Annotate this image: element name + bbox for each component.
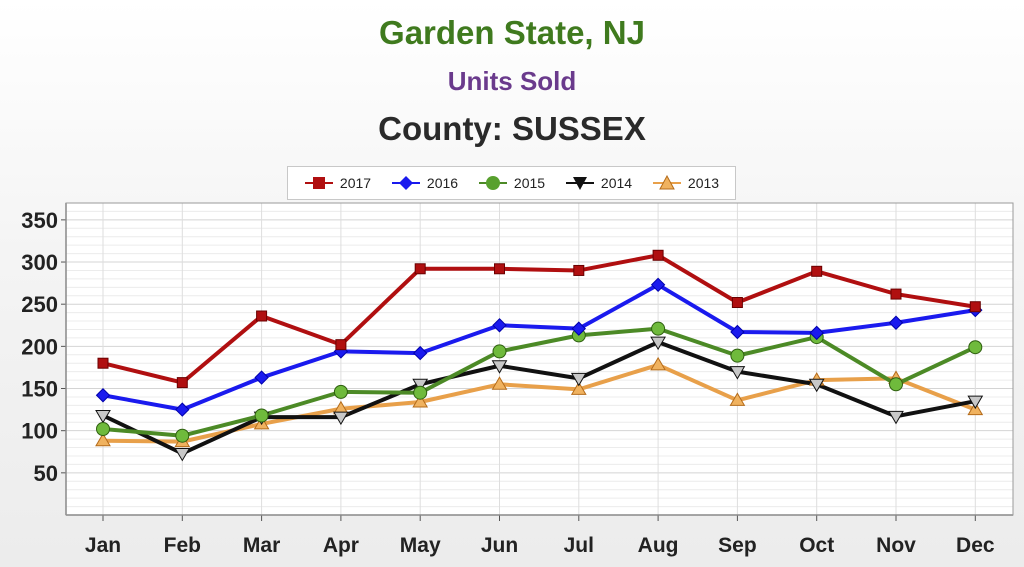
data-point-2017 bbox=[969, 301, 981, 313]
data-point-2014 bbox=[650, 336, 666, 351]
data-point-2016 bbox=[412, 345, 428, 361]
data-point-2014 bbox=[808, 378, 825, 393]
y-tick-label: 150 bbox=[21, 377, 58, 402]
data-point-2017 bbox=[494, 263, 505, 275]
data-point-2014 bbox=[95, 409, 111, 424]
data-point-2016 bbox=[492, 318, 507, 333]
legend-label: 2013 bbox=[687, 175, 720, 191]
series-line-2016 bbox=[102, 282, 976, 412]
legend-label: 2014 bbox=[600, 175, 633, 191]
legend-label: 2017 bbox=[339, 175, 372, 191]
legend-item-2017: 2017 bbox=[304, 175, 371, 191]
data-point-2015 bbox=[889, 377, 903, 392]
data-point-2016 bbox=[650, 277, 666, 293]
y-tick-label: 100 bbox=[21, 419, 58, 444]
data-point-2017 bbox=[256, 310, 268, 322]
data-point-2014 bbox=[729, 366, 746, 380]
legend-marker-icon bbox=[304, 177, 333, 189]
data-point-2016 bbox=[809, 325, 824, 341]
data-point-2013 bbox=[729, 392, 746, 406]
data-point-2014 bbox=[412, 378, 429, 393]
data-point-2015 bbox=[333, 384, 348, 399]
data-point-2015 bbox=[968, 340, 983, 355]
chart-subtitle: Units Sold bbox=[447, 66, 577, 96]
x-tick-label: Mar bbox=[243, 534, 280, 557]
data-point-2014 bbox=[888, 410, 904, 425]
data-point-2014 bbox=[174, 447, 191, 462]
legend-marker-icon bbox=[478, 176, 507, 190]
x-tick-label: Sep bbox=[718, 534, 757, 557]
legend-item-2015: 2015 bbox=[478, 175, 545, 191]
series-line-2013 bbox=[102, 362, 977, 444]
legend-item-2014: 2014 bbox=[565, 175, 632, 191]
series-line-2015 bbox=[102, 326, 977, 438]
data-point-2017 bbox=[890, 288, 902, 300]
data-point-2013 bbox=[412, 394, 429, 408]
data-point-2013 bbox=[95, 432, 111, 447]
legend-label: 2015 bbox=[513, 175, 546, 191]
data-point-2017 bbox=[811, 265, 823, 277]
data-point-2017 bbox=[335, 339, 347, 351]
data-point-2017 bbox=[652, 249, 664, 261]
legend-marker-icon bbox=[391, 176, 420, 190]
x-tick-label: Jul bbox=[564, 534, 594, 557]
data-point-2016 bbox=[571, 321, 587, 336]
data-point-2015 bbox=[175, 428, 190, 443]
data-point-2015 bbox=[492, 344, 507, 359]
data-point-2013 bbox=[491, 376, 508, 390]
x-tick-label: Dec bbox=[956, 534, 995, 557]
legend-item-2013: 2013 bbox=[652, 175, 719, 191]
series-line-2014 bbox=[102, 340, 976, 456]
x-tick-label: Jan bbox=[85, 534, 121, 557]
data-point-2013 bbox=[650, 356, 666, 371]
data-point-2014 bbox=[333, 411, 349, 426]
x-tick-label: Apr bbox=[323, 534, 359, 557]
y-tick-label: 200 bbox=[21, 334, 58, 359]
legend-marker-icon bbox=[652, 175, 681, 190]
data-point-2014 bbox=[491, 360, 508, 374]
data-point-2013 bbox=[570, 381, 587, 395]
data-point-2017 bbox=[573, 264, 585, 276]
x-tick-label: Oct bbox=[799, 534, 834, 557]
chart-county-title: County: SUSSEX bbox=[378, 110, 646, 147]
data-point-2016 bbox=[888, 315, 904, 330]
data-point-2017 bbox=[731, 297, 743, 309]
legend-label: 2016 bbox=[426, 175, 459, 191]
x-tick-label: May bbox=[400, 534, 441, 557]
data-point-2017 bbox=[176, 377, 188, 389]
data-point-2015 bbox=[730, 348, 745, 363]
data-point-2014 bbox=[570, 372, 587, 387]
chart-title: Garden State, NJ bbox=[379, 14, 645, 51]
plot-border bbox=[65, 202, 1014, 516]
y-tick-label: 50 bbox=[34, 461, 58, 486]
x-tick-label: Aug bbox=[638, 534, 679, 557]
y-tick-label: 300 bbox=[21, 250, 58, 275]
data-point-2016 bbox=[95, 388, 111, 403]
legend: 2017 2016 2015 2014 2013 bbox=[287, 166, 736, 200]
data-point-2016 bbox=[730, 324, 745, 340]
x-tick-label: Feb bbox=[164, 534, 201, 557]
data-point-2015 bbox=[254, 408, 269, 423]
series-line-2017 bbox=[102, 253, 976, 385]
legend-item-2016: 2016 bbox=[391, 175, 458, 191]
data-point-2014 bbox=[967, 395, 984, 410]
data-point-2016 bbox=[175, 402, 190, 417]
data-point-2015 bbox=[651, 321, 666, 336]
x-tick-label: Jun bbox=[481, 534, 518, 557]
y-tick-label: 350 bbox=[21, 208, 58, 233]
data-point-2015 bbox=[413, 385, 428, 400]
legend-marker-icon bbox=[565, 177, 594, 190]
data-point-2016 bbox=[254, 370, 269, 385]
x-tick-label: Nov bbox=[876, 534, 916, 557]
data-point-2017 bbox=[414, 263, 426, 275]
data-point-2015 bbox=[96, 421, 110, 436]
data-point-2017 bbox=[97, 357, 109, 369]
y-tick-label: 250 bbox=[21, 292, 58, 317]
